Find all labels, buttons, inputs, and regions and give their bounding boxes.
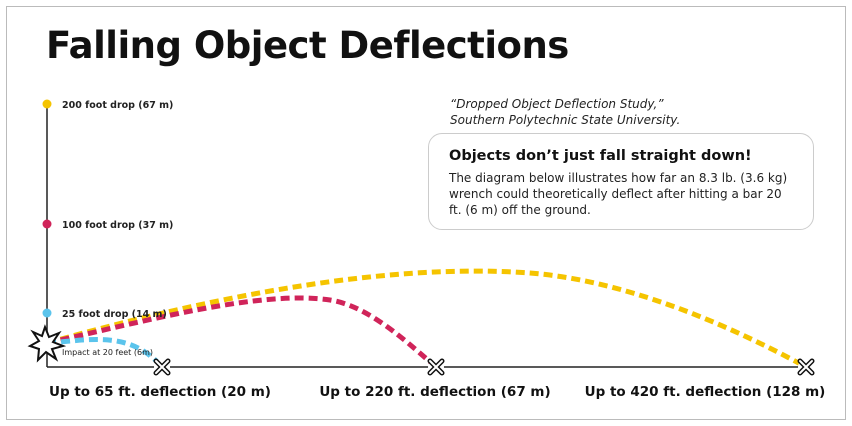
landing-x-inner [155,360,169,374]
callout-heading: Objects don’t just fall straight down! [449,148,752,164]
callout: Objects don’t just fall straight down! T… [428,133,814,230]
landing-x-inner [799,360,813,374]
trajectory [46,295,438,369]
impact-label: Impact at 20 feet (6m) [62,348,153,357]
deflection-label: Up to 65 ft. deflection (20 m) [49,384,271,400]
landing-x-inner [429,360,443,374]
impact-star [27,324,67,363]
trajectory [46,268,808,370]
deflection-label: Up to 420 ft. deflection (128 m) [585,384,826,400]
drop-marker [42,308,52,318]
callout-body: The diagram below illustrates how far an… [449,171,788,217]
title: Falling Object Deflections [46,24,569,67]
drop-label: 100 foot drop (37 m) [62,220,173,231]
deflection-label: Up to 220 ft. deflection (67 m) [319,384,550,400]
citation: Southern Polytechnic State University. [450,113,681,127]
trajectory [46,337,164,369]
frame [6,6,846,420]
citation: “Dropped Object Deflection Study,” [450,97,664,111]
drop-marker [42,219,52,229]
drop-marker [42,99,52,109]
drop-label: 200 foot drop (67 m) [62,100,173,111]
drop-label: 25 foot drop (14 m) [62,309,167,320]
